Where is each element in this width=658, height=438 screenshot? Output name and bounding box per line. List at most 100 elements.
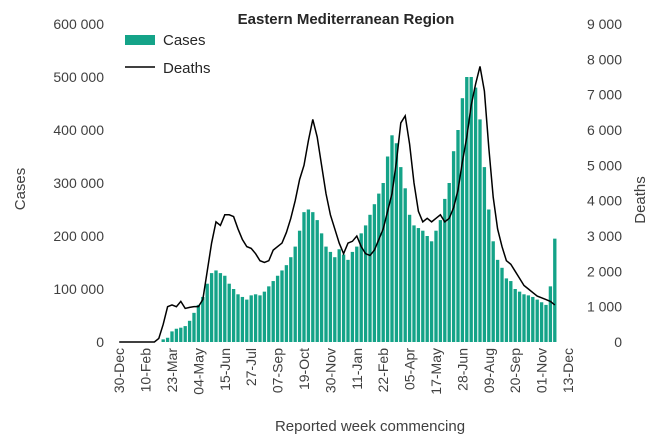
right-tick-label: 7 000 [587,87,622,103]
cases-bar [271,281,275,342]
right-tick-label: 8 000 [587,51,622,67]
cases-bar [227,283,231,342]
cases-bar [438,220,443,342]
x-tick-label: 17-May [428,348,444,395]
right-tick-label: 1 000 [587,299,622,315]
x-tick-label: 27-Jul [243,348,259,386]
x-tick-label: 23-Mar [164,348,180,393]
right-tick-label: 5 000 [587,157,622,173]
right-tick-label: 4 000 [587,193,622,209]
y-axis-right-label: Deaths [632,176,649,224]
cases-bar [544,304,548,342]
cases-bar [297,230,302,342]
cases-bar [469,77,473,342]
right-tick-label: 3 000 [587,228,622,244]
cases-bar [223,275,227,342]
cases-bar [359,233,363,342]
x-axis-ticks: 30-Dec 10-Feb 23-Mar 04-May 15-Jun 27-Jul 07-S… [111,348,576,395]
cases-bar [218,273,223,342]
cases-bar [179,327,183,342]
cases-bar [491,241,495,342]
cases-bar [363,225,368,342]
cases-bar [495,259,500,342]
cases-bar [284,265,289,342]
cases-bar [465,77,469,342]
legend-deaths-label: Deaths [163,60,211,77]
x-tick-label: 20-Sep [507,348,523,393]
deaths-line-group [119,66,556,343]
x-axis-label: Reported week commencing [275,418,465,435]
chart-title: Eastern Mediterranean Region [238,11,455,28]
cases-bar [460,98,465,342]
left-tick-label: 0 [96,334,104,350]
x-tick-label: 22-Feb [375,348,391,393]
cases-bar [350,251,355,342]
cases-bar [183,326,187,342]
cases-bar [289,257,293,342]
x-tick-label: 19-Oct [296,348,312,390]
cases-bar [416,228,421,342]
cases-bar [421,230,425,342]
cases-bar [412,225,416,342]
left-tick-label: 100 000 [53,281,104,297]
left-tick-label: 600 000 [53,16,104,32]
cases-bar [315,220,319,342]
cases-bar [328,251,333,342]
cases-bar [319,233,324,342]
cases-bar [302,212,306,342]
cases-bar [381,183,385,342]
cases-bar [553,238,557,342]
right-tick-label: 9 000 [587,16,622,32]
cases-bar [548,286,553,342]
cases-bar [267,286,271,342]
cases-bar [262,291,267,342]
x-tick-label: 15-Jun [217,348,233,391]
deaths-line [119,66,556,343]
cases-bar [187,320,192,342]
left-tick-label: 300 000 [53,175,104,191]
left-tick-label: 400 000 [53,122,104,138]
cases-bar [355,246,359,342]
cases-bar [478,119,482,343]
cases-bar [174,328,179,342]
cases-bar [240,296,245,342]
cases-bar [425,236,429,342]
x-tick-label: 05-Apr [402,348,418,390]
cases-bar [333,257,337,342]
cases-bar [473,87,478,342]
cases-bar [403,188,407,342]
cases-bar [205,283,209,342]
cases-bar [399,167,403,342]
cases-bar [513,289,517,342]
x-tick-label: 13-Dec [560,348,576,393]
right-tick-label: 6 000 [587,122,622,138]
x-tick-label: 01-Nov [534,348,550,393]
cases-bar [377,193,381,342]
left-tick-label: 500 000 [53,69,104,85]
legend-cases-swatch [125,35,155,45]
cases-bar [385,156,390,342]
cases-bar [390,135,394,342]
right-tick-label: 2 000 [587,263,622,279]
cases-bar [447,183,451,342]
cases-bar [394,143,399,342]
cases-bar [500,267,504,342]
cases-bars [161,77,557,343]
cases-bar [337,249,341,342]
cases-bar [231,289,236,342]
cases-bar [192,312,196,342]
cases-bar [161,339,165,342]
cases-bar [306,209,311,342]
cases-bar [504,278,509,342]
cases-bar [324,246,328,342]
cases-bar [531,296,535,342]
legend-cases-label: Cases [163,32,206,49]
cases-bar [196,304,201,342]
cases-bar [201,296,205,342]
cases-bar [526,295,531,342]
cases-bar [311,212,315,342]
x-tick-label: 30-Dec [111,348,127,393]
cases-bar [482,167,487,342]
cases-bar [253,294,258,342]
